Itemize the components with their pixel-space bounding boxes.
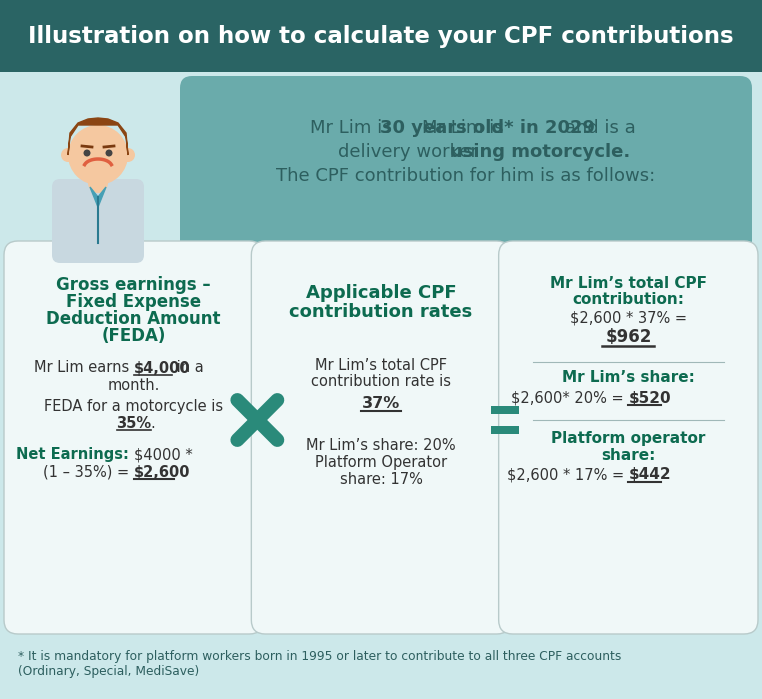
- FancyBboxPatch shape: [498, 241, 758, 634]
- Text: delivery worker: delivery worker: [338, 143, 484, 161]
- Text: $2,600 * 37% =: $2,600 * 37% =: [570, 310, 687, 326]
- FancyBboxPatch shape: [52, 179, 144, 263]
- Text: $520: $520: [629, 391, 671, 405]
- Text: 30 years old* in 2029: 30 years old* in 2029: [380, 119, 595, 137]
- Text: Mr Lim is: Mr Lim is: [310, 119, 398, 137]
- Text: The CPF contribution for him is as follows:: The CPF contribution for him is as follo…: [277, 167, 655, 185]
- Text: share:: share:: [601, 447, 655, 463]
- Text: * It is mandatory for platform workers born in 1995 or later to contribute to al: * It is mandatory for platform workers b…: [18, 650, 621, 678]
- Text: $4000 *: $4000 *: [133, 447, 193, 463]
- Text: Net Earnings:: Net Earnings:: [16, 447, 133, 463]
- FancyBboxPatch shape: [4, 241, 264, 634]
- Text: FEDA for a motorcycle is: FEDA for a motorcycle is: [44, 398, 223, 414]
- Text: Mr Lim’s share:: Mr Lim’s share:: [562, 370, 695, 386]
- FancyBboxPatch shape: [491, 426, 519, 434]
- Text: Gross earnings –: Gross earnings –: [56, 276, 211, 294]
- Text: $2,600: $2,600: [133, 465, 190, 480]
- Polygon shape: [90, 187, 106, 207]
- Text: Platform Operator: Platform Operator: [315, 456, 447, 470]
- FancyBboxPatch shape: [491, 406, 519, 414]
- Text: 35%: 35%: [116, 415, 151, 431]
- Text: $4,000: $4,000: [133, 361, 190, 375]
- Circle shape: [68, 125, 128, 185]
- Text: (1 – 35%) =: (1 – 35%) =: [43, 465, 133, 480]
- Text: $442: $442: [629, 468, 671, 482]
- Circle shape: [84, 150, 91, 157]
- Text: in a: in a: [171, 361, 203, 375]
- Text: Applicable CPF: Applicable CPF: [306, 284, 456, 302]
- Circle shape: [88, 173, 108, 193]
- Text: .: .: [151, 415, 155, 431]
- Text: Mr Lim’s total CPF: Mr Lim’s total CPF: [550, 275, 707, 291]
- Text: month.: month.: [107, 377, 160, 393]
- Text: $2,600* 20% =: $2,600* 20% =: [511, 391, 629, 405]
- FancyBboxPatch shape: [180, 76, 752, 255]
- Text: and is a: and is a: [559, 119, 636, 137]
- Text: contribution:: contribution:: [572, 292, 684, 308]
- Text: contribution rate is: contribution rate is: [311, 375, 451, 389]
- Text: (FEDA): (FEDA): [101, 327, 166, 345]
- Text: 37%: 37%: [362, 396, 400, 410]
- Circle shape: [61, 148, 75, 162]
- Text: Mr Lim’s total CPF: Mr Lim’s total CPF: [315, 357, 447, 373]
- FancyBboxPatch shape: [0, 72, 762, 699]
- Circle shape: [105, 150, 113, 157]
- Text: Mr Lim is: Mr Lim is: [422, 119, 510, 137]
- Text: $2,600 * 17% =: $2,600 * 17% =: [507, 468, 629, 482]
- FancyBboxPatch shape: [0, 0, 762, 72]
- Text: Deduction Amount: Deduction Amount: [46, 310, 221, 328]
- Text: Platform operator: Platform operator: [551, 431, 706, 445]
- Text: contribution rates: contribution rates: [290, 303, 472, 321]
- Text: $962: $962: [605, 328, 652, 346]
- Text: Illustration on how to calculate your CPF contributions: Illustration on how to calculate your CP…: [28, 24, 734, 48]
- Text: Mr Lim’s share: 20%: Mr Lim’s share: 20%: [306, 438, 456, 452]
- Polygon shape: [68, 118, 128, 155]
- Text: using motorcycle.: using motorcycle.: [450, 143, 630, 161]
- Circle shape: [121, 148, 135, 162]
- Text: share: 17%: share: 17%: [340, 473, 422, 487]
- Text: Mr Lim earns: Mr Lim earns: [34, 361, 133, 375]
- Text: Fixed Expense: Fixed Expense: [66, 293, 201, 311]
- FancyBboxPatch shape: [251, 241, 511, 634]
